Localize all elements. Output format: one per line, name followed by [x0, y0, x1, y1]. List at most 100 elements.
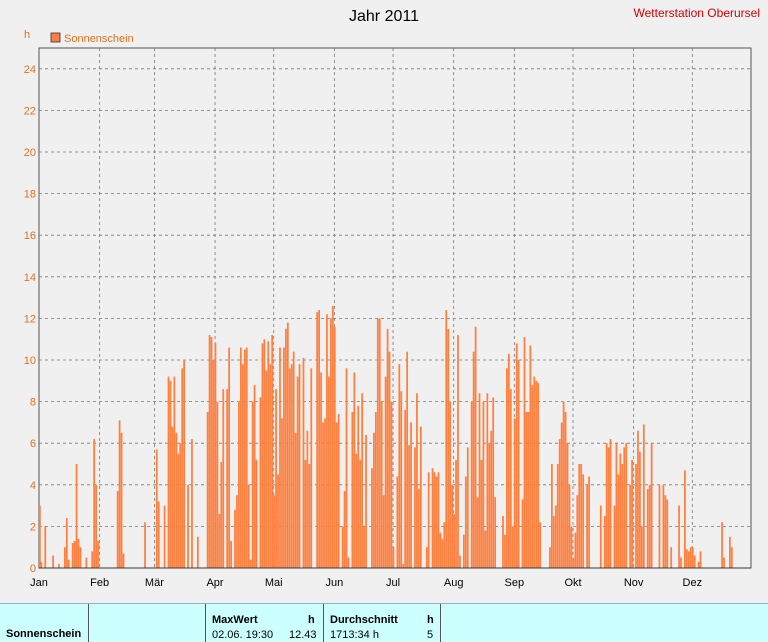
- sunshine-bar: [238, 401, 240, 568]
- y-tick-label: 16: [24, 230, 36, 242]
- sunshine-bar: [568, 484, 571, 568]
- sunshine-bar: [247, 484, 250, 568]
- sunshine-bar: [582, 474, 585, 568]
- sunshine-bar: [564, 412, 567, 568]
- station-name: Wetterstation Oberursel: [634, 6, 761, 20]
- sunshine-bar: [478, 393, 481, 568]
- sunshine-bar: [373, 432, 375, 568]
- sunshine-bar: [144, 522, 146, 568]
- sunshine-bar: [410, 422, 412, 568]
- sunshine-bar: [476, 497, 479, 568]
- sunshine-bar: [118, 420, 121, 568]
- sunshine-bar: [472, 351, 475, 568]
- sunshine-bar: [689, 547, 692, 568]
- sunshine-chart: Jahr 2011 Wetterstation Oberursel h Sonn…: [24, 6, 761, 589]
- sunshine-bar: [574, 532, 577, 568]
- sunshine-bar: [328, 376, 330, 568]
- sunshine-bar: [343, 491, 346, 568]
- sunshine-bar: [371, 468, 373, 568]
- sunshine-bar: [484, 530, 487, 568]
- max-header: MaxWert: [212, 614, 258, 626]
- sunshine-bar: [116, 491, 119, 568]
- sunshine-bar: [196, 536, 199, 568]
- sunshine-bar: [376, 318, 379, 568]
- sunshine-bar: [609, 439, 612, 568]
- sunshine-bar: [253, 384, 256, 568]
- y-tick-label: 22: [24, 105, 36, 117]
- legend-swatch: [50, 32, 61, 43]
- sunshine-bar: [169, 380, 172, 568]
- y-tick-label: 24: [24, 64, 36, 76]
- sunshine-bar: [294, 432, 297, 568]
- sunshine-bar: [281, 418, 283, 568]
- sunshine-bar: [331, 305, 334, 568]
- sunshine-bar: [625, 443, 628, 568]
- sunshine-bar: [443, 522, 446, 568]
- sunshine-bar: [502, 516, 504, 568]
- sunshine-bar: [71, 543, 74, 568]
- sunshine-bar: [302, 357, 305, 568]
- sunshine-bar: [44, 526, 47, 568]
- sunshine-bar: [243, 349, 246, 568]
- sunshine-bar: [404, 409, 407, 568]
- sunshine-bar: [617, 474, 620, 568]
- sunshine-bar: [191, 439, 193, 568]
- sunshine-bar: [335, 422, 338, 568]
- sunshine-bar: [259, 397, 262, 568]
- sunshine-bar: [664, 495, 667, 568]
- sunshine-bar: [580, 464, 583, 568]
- sunshine-bar: [269, 364, 272, 568]
- sunshine-bar: [392, 547, 395, 568]
- y-tick-label: 8: [30, 397, 36, 409]
- sunshine-bar: [637, 430, 639, 568]
- sunshine-bar: [171, 426, 174, 568]
- sunshine-bar: [447, 328, 450, 568]
- sunshine-bar: [515, 343, 518, 568]
- sunshine-bar: [378, 318, 381, 568]
- sunshine-bar: [730, 547, 733, 568]
- sunshine-bar: [640, 526, 643, 568]
- sunshine-bar: [599, 505, 602, 568]
- sunshine-bar: [277, 474, 279, 568]
- sunshine-bar: [296, 376, 299, 568]
- x-tick-label: Jun: [325, 577, 343, 589]
- y-tick-label: 14: [24, 272, 36, 284]
- sunshine-bar: [684, 470, 686, 568]
- sunshine-bar: [506, 368, 508, 568]
- sunshine-bar: [570, 526, 573, 568]
- sunshine-bar: [308, 464, 311, 568]
- sunshine-bar: [439, 532, 442, 568]
- sunshine-bar: [67, 559, 70, 568]
- sunshine-bar: [384, 376, 387, 568]
- sunshine-bar: [635, 464, 637, 568]
- sunshine-bar: [218, 513, 221, 568]
- sunshine-bar: [222, 389, 225, 568]
- x-tick-label: Mär: [145, 577, 164, 589]
- sunshine-bar: [619, 453, 622, 568]
- sunshine-bar: [355, 453, 358, 568]
- max-datetime: 02.06. 19:30: [212, 629, 274, 641]
- max-unit: h: [308, 614, 315, 626]
- sunshine-bar: [699, 551, 702, 568]
- sunshine-bar: [183, 360, 186, 568]
- x-tick-label: Jan: [30, 577, 48, 589]
- avg-value: 5: [427, 629, 434, 641]
- sunshine-bar: [687, 551, 690, 568]
- sunshine-bar: [494, 497, 497, 568]
- sunshine-bar: [607, 447, 610, 568]
- y-tick-label: 2: [30, 521, 36, 533]
- sunshine-bar: [249, 559, 252, 568]
- sunshine-bar: [271, 335, 274, 568]
- sunshine-bar: [535, 380, 538, 568]
- sunshine-bar: [91, 551, 94, 568]
- sunshine-bar: [691, 547, 694, 568]
- sunshine-bar: [666, 499, 669, 568]
- sunshine-bar: [95, 484, 98, 568]
- sunshine-bar: [513, 418, 516, 568]
- x-tick-label: Mai: [265, 577, 283, 589]
- sunshine-bar: [623, 447, 626, 568]
- sunshine-bar: [408, 445, 410, 568]
- sunshine-bar: [558, 439, 561, 568]
- sunshine-bar: [621, 464, 624, 568]
- sunshine-bar: [474, 326, 477, 568]
